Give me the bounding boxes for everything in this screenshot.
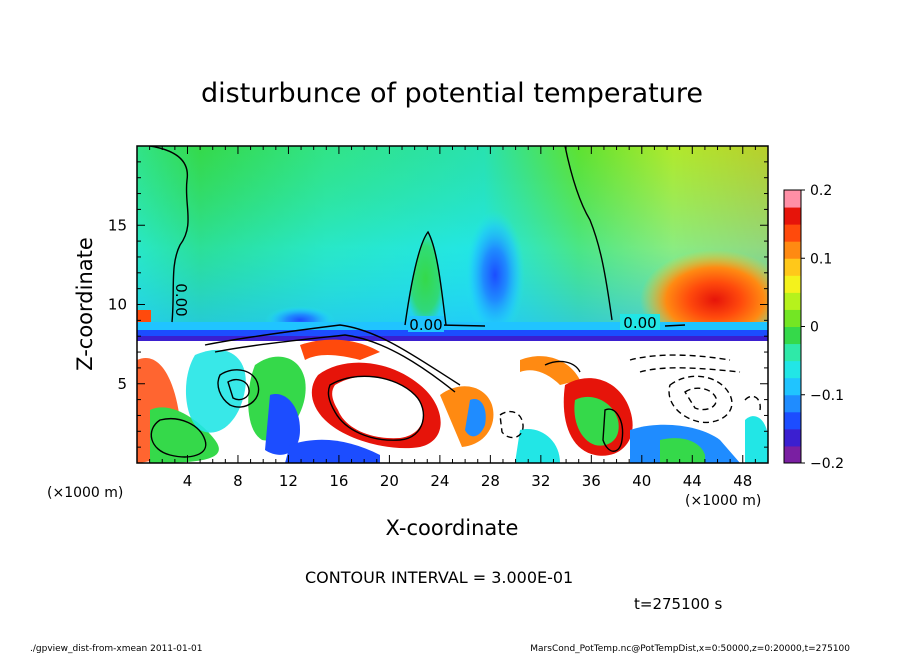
x-tick-label: 4 — [183, 472, 193, 490]
contour-label: 0.00 — [623, 314, 656, 332]
x-tick-label: 48 — [733, 472, 752, 490]
colorbar-tick-label: −0.2 — [810, 456, 844, 472]
colorbar-swatch — [784, 292, 801, 310]
x-tick-label: 32 — [531, 472, 550, 490]
colorbar-swatch — [784, 207, 801, 225]
colorbar-swatch — [784, 275, 801, 293]
y-tick-label: 10 — [108, 296, 127, 314]
colorbar-swatch — [784, 445, 801, 464]
x-tick-label: 12 — [279, 472, 298, 490]
x-tick-label: 8 — [233, 472, 243, 490]
colorbar-tick-label: 0.2 — [810, 183, 832, 199]
colorbar-swatch — [784, 343, 801, 362]
contour-lines — [149, 146, 686, 458]
colorbar-swatch — [784, 258, 801, 276]
colorbar — [784, 190, 801, 464]
negative-contours — [499, 354, 761, 439]
colorbar-swatch — [784, 241, 801, 259]
y-axis-label: Z-coordinate — [73, 237, 97, 371]
x-tick-label: 24 — [430, 472, 449, 490]
colorbar-swatch — [784, 411, 801, 430]
footer-right: MarsCond_PotTemp.nc@PotTempDist,x=0:5000… — [530, 644, 850, 654]
colorbar-swatch — [784, 377, 801, 396]
x-axis-unit: (×1000 m) — [685, 493, 761, 509]
x-tick-label: 28 — [481, 472, 500, 490]
colorbar-swatch — [784, 190, 801, 208]
x-tick-label: 44 — [683, 472, 702, 490]
x-tick-label: 36 — [582, 472, 601, 490]
y-tick-label: 15 — [108, 216, 127, 234]
colorbar-tick-label: 0 — [810, 320, 819, 336]
chart-title: disturbunce of potential temperature — [201, 78, 703, 109]
y-axis-ticks: 5 10 15 — [108, 161, 768, 448]
colorbar-swatch — [784, 360, 801, 379]
contour-label: 0.00 — [409, 316, 442, 334]
colorbar-swatch — [784, 428, 801, 447]
y-tick-label: 5 — [117, 375, 127, 393]
x-axis-ticks: 4 8 12 16 20 24 28 32 36 40 44 48 — [149, 146, 756, 490]
time-label: t=275100 s — [634, 595, 722, 613]
heatmap-field — [137, 146, 768, 463]
colorbar-ticks: 0.2 0.1 0 −0.1 −0.2 — [801, 183, 844, 472]
footer-left: ./gpview_dist-from-xmean 2011-01-01 — [30, 644, 202, 654]
colorbar-swatch — [784, 326, 801, 345]
contour-label: 0.00 — [172, 283, 190, 316]
colorbar-swatch — [784, 309, 801, 327]
x-tick-label: 20 — [380, 472, 399, 490]
x-axis-label: X-coordinate — [386, 516, 519, 540]
contour-label-bg — [408, 316, 444, 332]
x-tick-label: 40 — [632, 472, 651, 490]
y-axis-unit: (×1000 m) — [47, 485, 123, 501]
colorbar-swatch — [784, 224, 801, 242]
x-tick-label: 16 — [329, 472, 348, 490]
colorbar-tick-label: 0.1 — [810, 251, 832, 267]
colorbar-swatch — [784, 394, 801, 413]
contour-label-bg — [620, 314, 660, 330]
colorbar-tick-label: −0.1 — [810, 388, 844, 404]
contour-interval: CONTOUR INTERVAL = 3.000E-01 — [305, 568, 573, 587]
